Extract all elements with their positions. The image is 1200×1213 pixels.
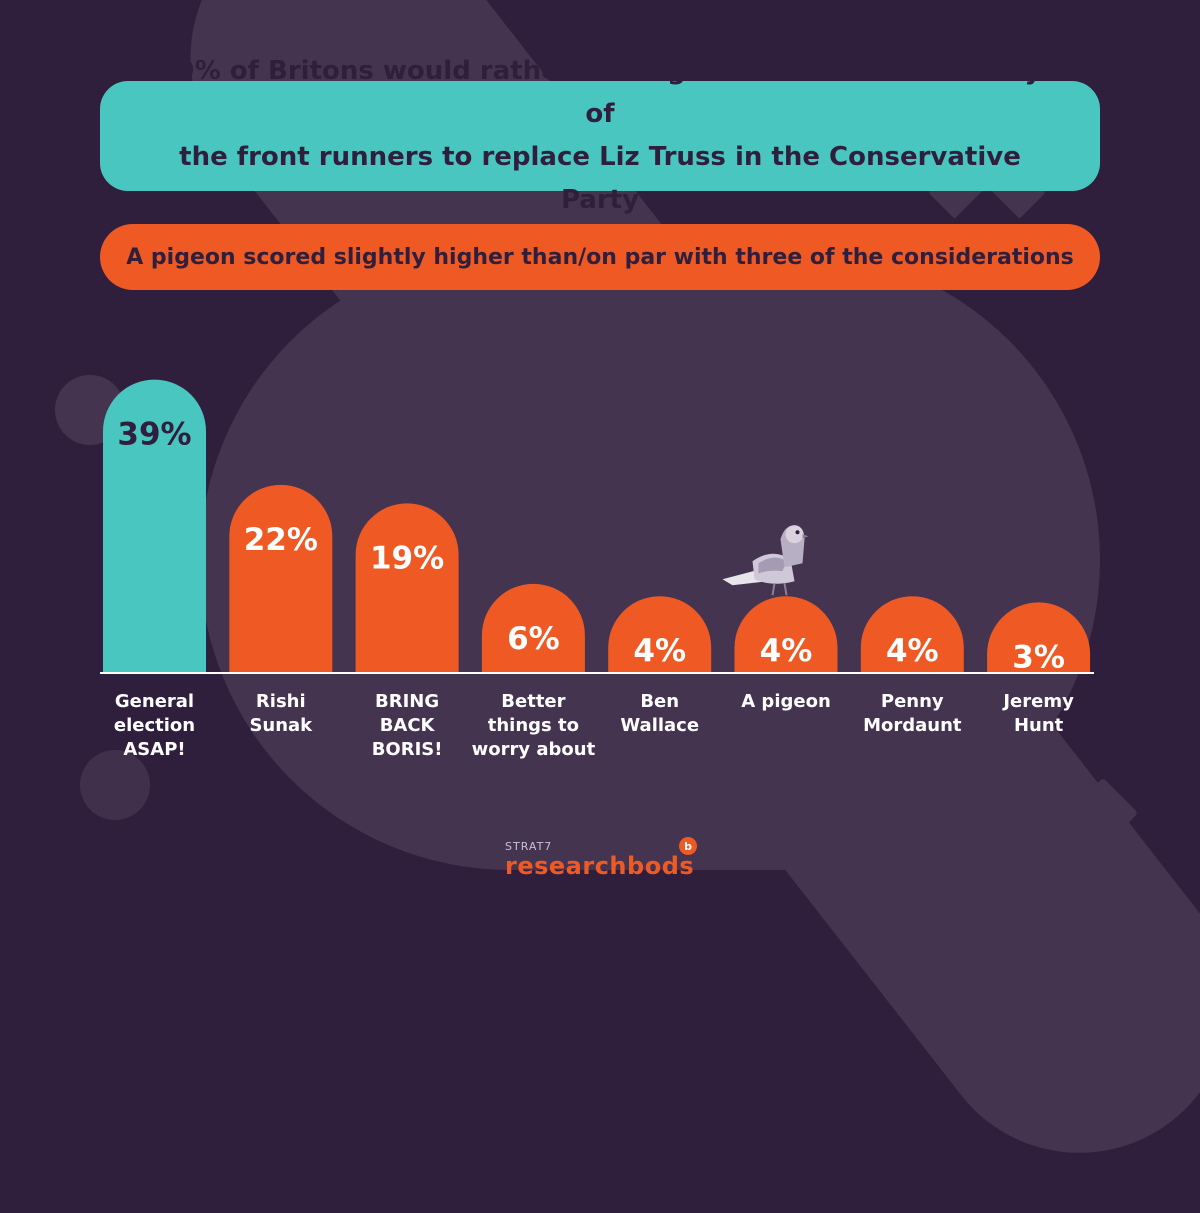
bar-chart: 39% General election ASAP! 22% Rishi Sunak 19% B…: [100, 379, 1094, 760]
category-label-7-1: Hunt: [1014, 715, 1064, 736]
category-label-2-0: BRING: [375, 691, 439, 712]
logo-mark-icon: b: [679, 837, 697, 855]
category-label-0-1: election: [114, 715, 195, 736]
bar-0: [103, 379, 206, 673]
category-label-0-0: General: [115, 691, 194, 712]
value-label-4: 4%: [633, 633, 686, 669]
logo-prefix: STRAT7: [505, 840, 553, 853]
subheadline-banner: A pigeon scored slightly higher than/on …: [100, 224, 1100, 290]
circle-decoration: [80, 750, 150, 820]
category-label-4-1: Wallace: [620, 715, 699, 736]
category-label-2-1: BACK: [380, 715, 436, 736]
value-label-2: 19%: [370, 540, 444, 576]
logo-name: researchbods: [505, 852, 695, 880]
category-label-0-2: ASAP!: [123, 739, 185, 760]
bar-4: [608, 596, 712, 673]
category-label-3-2: worry about: [472, 739, 596, 760]
value-label-1: 22%: [244, 522, 318, 558]
subheadline-text: A pigeon scored slightly higher than/on …: [126, 244, 1074, 270]
bar-2: [355, 503, 459, 673]
value-label-6: 4%: [886, 633, 939, 669]
headline-banner: 39% of Britons would rather see a genera…: [100, 56, 1100, 215]
value-label-3: 6%: [507, 621, 560, 657]
headline-line-2: the front runners to replace Liz Truss i…: [179, 142, 1021, 215]
category-label-1-1: Sunak: [249, 715, 313, 736]
headline-line-1: 39% of Britons would rather see a genera…: [158, 56, 1042, 129]
bar-6: [860, 596, 964, 673]
category-label-4-0: Ben: [640, 691, 679, 712]
bar-1: [229, 484, 333, 673]
category-label-6-1: Mordaunt: [863, 715, 962, 736]
category-label-1-0: Rishi: [256, 691, 306, 712]
value-label-7: 3%: [1012, 639, 1065, 675]
category-label-5-0: A pigeon: [741, 691, 831, 712]
bar-3: [481, 583, 585, 673]
category-label-2-2: BORIS!: [372, 739, 443, 760]
logo: STRAT7 researchbods b: [505, 837, 705, 890]
bar-7: [987, 602, 1091, 673]
category-label-3-1: things to: [488, 715, 579, 736]
category-label-7-0: Jeremy: [1001, 691, 1074, 712]
pigeon-icon: [722, 525, 809, 596]
value-label-5: 4%: [760, 633, 813, 669]
bar-5: [734, 596, 838, 673]
background-blob: [200, 250, 1100, 870]
value-label-0: 39%: [117, 417, 191, 453]
category-label-6-0: Penny: [881, 691, 944, 712]
category-label-3-0: Better: [501, 691, 565, 712]
